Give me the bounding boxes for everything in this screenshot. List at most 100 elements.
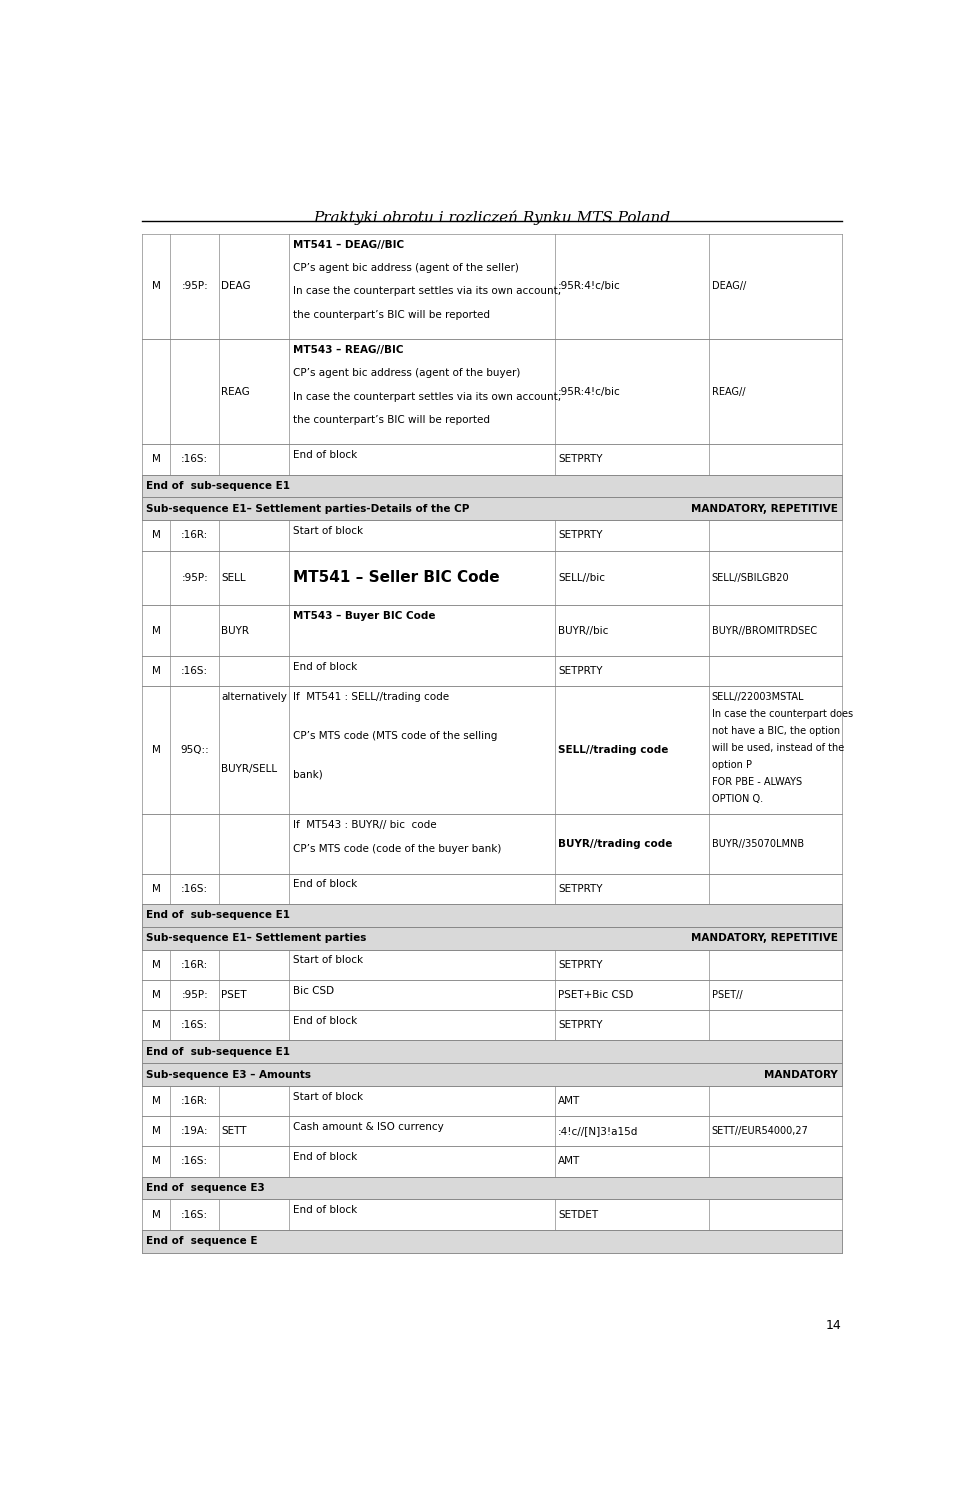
Text: the counterpart’s BIC will be reported: the counterpart’s BIC will be reported xyxy=(293,416,490,425)
Text: M: M xyxy=(152,455,160,464)
Text: CP’s MTS code (MTS code of the selling: CP’s MTS code (MTS code of the selling xyxy=(293,730,497,741)
Text: Bic CSD: Bic CSD xyxy=(293,986,334,995)
Text: :16R:: :16R: xyxy=(181,1096,208,1107)
Text: SETPRTY: SETPRTY xyxy=(558,531,603,540)
Text: SETPRTY: SETPRTY xyxy=(558,455,603,464)
Text: option P: option P xyxy=(711,761,752,770)
Text: SELL//SBILGB20: SELL//SBILGB20 xyxy=(711,573,789,584)
Text: SETPRTY: SETPRTY xyxy=(558,883,603,894)
Text: :95P:: :95P: xyxy=(181,281,208,292)
Text: SELL//22003MSTAL: SELL//22003MSTAL xyxy=(711,692,804,702)
Text: :16S:: :16S: xyxy=(181,883,208,894)
Text: MT541 – Seller BIC Code: MT541 – Seller BIC Code xyxy=(293,570,499,585)
Text: REAG//: REAG// xyxy=(711,387,745,396)
Text: End of block: End of block xyxy=(293,1205,357,1216)
Text: CP’s agent bic address (agent of the buyer): CP’s agent bic address (agent of the buy… xyxy=(293,369,520,378)
Text: :16S:: :16S: xyxy=(181,1157,208,1166)
Text: End of block: End of block xyxy=(293,1152,357,1163)
Text: :16R:: :16R: xyxy=(181,531,208,540)
Text: :16R:: :16R: xyxy=(181,960,208,969)
Text: End of  sequence E: End of sequence E xyxy=(146,1237,257,1246)
Text: the counterpart’s BIC will be reported: the counterpart’s BIC will be reported xyxy=(293,310,490,321)
Text: PSET+Bic CSD: PSET+Bic CSD xyxy=(558,990,634,999)
Text: SELL//trading code: SELL//trading code xyxy=(558,745,668,754)
Text: :16S:: :16S: xyxy=(181,455,208,464)
Text: MT543 – Buyer BIC Code: MT543 – Buyer BIC Code xyxy=(293,611,436,621)
Text: :16S:: :16S: xyxy=(181,665,208,676)
Text: M: M xyxy=(152,990,160,999)
FancyBboxPatch shape xyxy=(142,1229,842,1252)
Text: MANDATORY, REPETITIVE: MANDATORY, REPETITIVE xyxy=(691,933,838,943)
Text: :95P:: :95P: xyxy=(181,573,208,584)
Text: Sub-sequence E1– Settlement parties-Details of the CP: Sub-sequence E1– Settlement parties-Deta… xyxy=(146,503,469,514)
Text: Sub-sequence E1– Settlement parties: Sub-sequence E1– Settlement parties xyxy=(146,933,367,943)
Text: :4!c//[N]3!a15d: :4!c//[N]3!a15d xyxy=(558,1126,638,1136)
Text: PSET: PSET xyxy=(222,990,247,999)
Text: End of block: End of block xyxy=(293,451,357,460)
Text: M: M xyxy=(152,281,160,292)
Text: End of  sub-sequence E1: End of sub-sequence E1 xyxy=(146,481,290,491)
Text: Start of block: Start of block xyxy=(293,526,363,537)
Text: In case the counterpart settles via its own account,: In case the counterpart settles via its … xyxy=(293,392,561,402)
FancyBboxPatch shape xyxy=(142,1040,842,1063)
Text: MT541 – DEAG//BIC: MT541 – DEAG//BIC xyxy=(293,240,404,249)
Text: SETT: SETT xyxy=(222,1126,247,1136)
Text: BUYR//BROMITRDSEC: BUYR//BROMITRDSEC xyxy=(711,626,817,635)
FancyBboxPatch shape xyxy=(142,904,842,927)
Text: M: M xyxy=(152,665,160,676)
Text: In case the counterpart settles via its own account,: In case the counterpart settles via its … xyxy=(293,286,561,296)
Text: SETDET: SETDET xyxy=(558,1210,598,1220)
Text: BUYR/SELL: BUYR/SELL xyxy=(222,764,277,774)
Text: :16S:: :16S: xyxy=(181,1021,208,1030)
Text: SETPRTY: SETPRTY xyxy=(558,1021,603,1030)
Text: End of  sub-sequence E1: End of sub-sequence E1 xyxy=(146,910,290,921)
Text: bank): bank) xyxy=(293,770,323,780)
Text: :95R:4!c/bic: :95R:4!c/bic xyxy=(558,281,621,292)
Text: End of block: End of block xyxy=(293,880,357,889)
Text: FOR PBE - ALWAYS: FOR PBE - ALWAYS xyxy=(711,777,802,788)
Text: alternatively: alternatively xyxy=(222,692,287,702)
Text: M: M xyxy=(152,1157,160,1166)
Text: BUYR: BUYR xyxy=(222,626,250,635)
Text: :19A:: :19A: xyxy=(181,1126,208,1136)
Text: M: M xyxy=(152,745,160,754)
Text: not have a BIC, the option: not have a BIC, the option xyxy=(711,726,840,736)
Text: M: M xyxy=(152,531,160,540)
Text: SELL//bic: SELL//bic xyxy=(558,573,605,584)
Text: End of block: End of block xyxy=(293,662,357,671)
Text: M: M xyxy=(152,1126,160,1136)
Text: 95Q::: 95Q:: xyxy=(180,745,209,754)
Text: DEAG: DEAG xyxy=(222,281,252,292)
Text: will be used, instead of the: will be used, instead of the xyxy=(711,742,844,753)
Text: M: M xyxy=(152,1021,160,1030)
Text: End of  sub-sequence E1: End of sub-sequence E1 xyxy=(146,1046,290,1057)
FancyBboxPatch shape xyxy=(142,475,842,497)
Text: Sub-sequence E3 – Amounts: Sub-sequence E3 – Amounts xyxy=(146,1069,311,1080)
Text: BUYR//trading code: BUYR//trading code xyxy=(558,839,672,848)
Text: Cash amount & ISO currency: Cash amount & ISO currency xyxy=(293,1122,444,1132)
Text: BUYR//35070LMNB: BUYR//35070LMNB xyxy=(711,839,804,848)
Text: Praktyki obrotu i rozliczeń Rynku MTS Poland: Praktyki obrotu i rozliczeń Rynku MTS Po… xyxy=(313,210,671,225)
Text: AMT: AMT xyxy=(558,1096,580,1107)
Text: AMT: AMT xyxy=(558,1157,580,1166)
Text: M: M xyxy=(152,883,160,894)
Text: If  MT541 : SELL//trading code: If MT541 : SELL//trading code xyxy=(293,692,449,702)
Text: M: M xyxy=(152,960,160,969)
Text: In case the counterpart does: In case the counterpart does xyxy=(711,709,852,718)
Text: SELL: SELL xyxy=(222,573,246,584)
Text: End of  sequence E3: End of sequence E3 xyxy=(146,1182,265,1193)
Text: MANDATORY: MANDATORY xyxy=(764,1069,838,1080)
FancyBboxPatch shape xyxy=(142,1063,842,1086)
Text: PSET//: PSET// xyxy=(711,990,742,999)
Text: Start of block: Start of block xyxy=(293,1092,363,1102)
Text: :95R:4!c/bic: :95R:4!c/bic xyxy=(558,387,621,396)
Text: CP’s MTS code (code of the buyer bank): CP’s MTS code (code of the buyer bank) xyxy=(293,844,501,854)
Text: DEAG//: DEAG// xyxy=(711,281,746,292)
Text: OPTION Q.: OPTION Q. xyxy=(711,794,763,804)
Text: M: M xyxy=(152,1210,160,1220)
Text: SETPRTY: SETPRTY xyxy=(558,960,603,969)
FancyBboxPatch shape xyxy=(142,927,842,950)
Text: REAG: REAG xyxy=(222,387,251,396)
Text: M: M xyxy=(152,626,160,635)
Text: 14: 14 xyxy=(826,1318,842,1332)
